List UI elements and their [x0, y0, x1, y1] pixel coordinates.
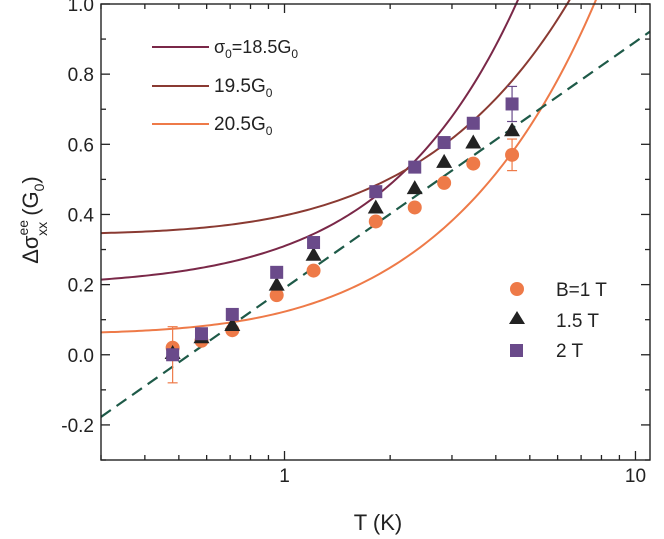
point-circle-7: [437, 175, 452, 190]
point-triangle-7: [436, 153, 453, 168]
point-square-6: [408, 160, 422, 174]
legend-18-5-sigma: σ: [214, 37, 225, 57]
point-square-3: [270, 265, 284, 279]
point-triangle-3: [268, 276, 285, 291]
fit-line: [100, 30, 651, 418]
x-tick-label-10: 10: [625, 466, 646, 487]
model-curve-0: [100, 0, 520, 281]
legend-label-19-5: 19.5G0: [214, 76, 273, 100]
point-circle-5: [368, 214, 383, 229]
legend-18-5-sigma-sub: 0: [225, 47, 232, 61]
point-triangle-2: [224, 316, 241, 331]
y-tick-label-0.4: 0.4: [68, 205, 95, 226]
curve-legend: σ0=18.5G0 19.5G0 20.5G0: [152, 37, 298, 138]
y-tick-label-1.0: 1.0: [68, 0, 94, 16]
y-tick-label-0.0: 0.0: [68, 346, 94, 367]
point-triangle-5: [367, 199, 384, 214]
point-circle-6: [407, 200, 422, 215]
legend-marker-triangle: [509, 311, 525, 324]
legend-18-5-sub: 0: [291, 47, 298, 61]
legend-19-5-text: 19.5G: [214, 76, 266, 97]
legend-label-b2: 2 T: [556, 341, 584, 362]
legend-label-18-5: σ0=18.5G0: [214, 37, 298, 61]
model-curve-2: [100, 0, 597, 334]
legend-label-b15: 1.5 T: [556, 311, 599, 332]
point-square-7: [437, 136, 451, 150]
point-triangle-6: [406, 180, 423, 195]
y-title-unit-sub: 0: [31, 183, 47, 191]
y-title-sub: xx: [34, 222, 50, 236]
legend-20-5-sub: 0: [266, 124, 273, 138]
y-tick-label-0.2: 0.2: [68, 276, 94, 297]
points-layer: [164, 97, 521, 362]
y-axis-title: Δσee xx (G0): [15, 176, 50, 264]
point-square-4: [307, 236, 321, 250]
point-circle-3: [269, 288, 284, 303]
y-tick-label--0.2: -0.2: [61, 416, 94, 437]
point-square-2: [225, 307, 239, 321]
y-title-unit: (G: [18, 191, 43, 222]
series-legend: B=1 T 1.5 T 2 T: [509, 280, 607, 362]
ticklabel-layer: 1 10 -0.2 0.0 0.2 0.4 0.6 0.8 1.0: [61, 0, 646, 487]
y-tick-label-0.8: 0.8: [68, 65, 94, 86]
point-square-0: [166, 348, 180, 362]
x-tick-label-1: 1: [279, 466, 290, 487]
y-axis-title-text: Δσee xx (G0): [15, 176, 50, 264]
plot-frame: [100, 3, 651, 461]
point-circle-9: [505, 147, 520, 162]
legend-19-5-sub: 0: [266, 86, 273, 100]
y-tick-label-0.6: 0.6: [68, 135, 94, 156]
point-circle-8: [466, 156, 481, 171]
legend-label-b1: B=1 T: [556, 280, 607, 301]
y-title-sup: ee: [15, 220, 31, 236]
y-title-unit-close: ): [18, 176, 43, 183]
legend-label-20-5: 20.5G0: [214, 114, 273, 138]
fit-layer: [100, 30, 651, 418]
legend-marker-square: [510, 344, 523, 357]
x-axis-title: T (K): [354, 510, 402, 535]
point-triangle-8: [465, 134, 482, 149]
point-square-1: [194, 327, 208, 341]
legend-marker-circle: [510, 282, 524, 296]
point-square-5: [369, 185, 383, 199]
point-triangle-9: [504, 122, 521, 137]
point-square-9: [505, 97, 519, 111]
errorbar-layer: [167, 85, 518, 384]
legend-20-5-text: 20.5G: [214, 114, 266, 135]
point-circle-4: [306, 263, 321, 278]
axes-layer: [100, 3, 651, 461]
legend-18-5-text: =18.5G: [232, 37, 292, 57]
point-triangle-4: [305, 246, 322, 261]
point-square-8: [466, 116, 480, 130]
y-title-main: Δσ: [18, 235, 43, 264]
